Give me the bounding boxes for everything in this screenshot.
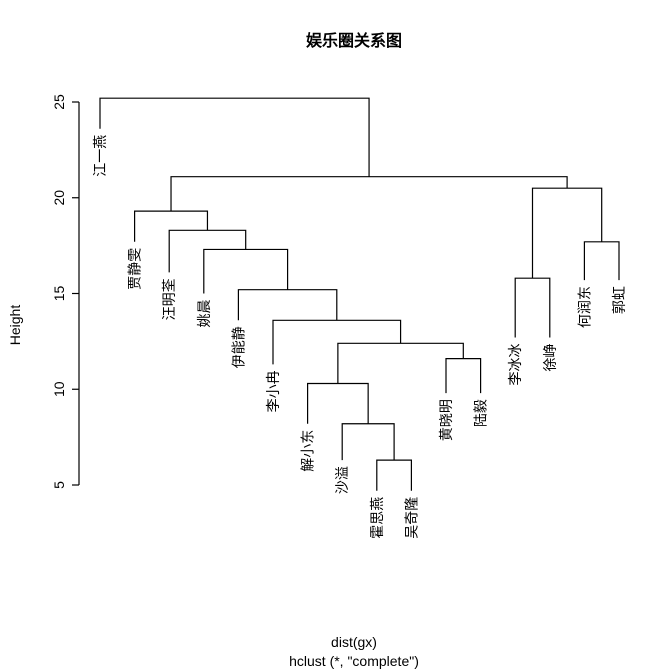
y-tick-label-25: 25 xyxy=(51,94,67,110)
y-tick-label-5: 5 xyxy=(51,481,67,489)
merge-branch-1 xyxy=(341,423,395,461)
leaf-label-2: 汪明荃 xyxy=(161,278,178,320)
merge-branch-0 xyxy=(376,459,412,491)
leaf-label-13: 徐峥 xyxy=(543,344,559,372)
merge-branch-12 xyxy=(531,187,603,279)
dendrogram-branches xyxy=(99,97,620,491)
leaf-label-5: 李小冉 xyxy=(266,370,282,412)
merge-branch-9 xyxy=(134,210,209,242)
y-axis-label: Height xyxy=(7,305,23,346)
merge-branch-11 xyxy=(583,241,620,281)
leaf-label-8: 霍思燕 xyxy=(370,497,386,539)
chart-title: 娱乐圈关系图 xyxy=(306,31,402,50)
leaf-label-0: 江一燕 xyxy=(93,135,109,177)
leaf-label-1: 贾静雯 xyxy=(128,248,144,290)
x-axis-sublabel: hclust (*, "complete") xyxy=(289,653,419,669)
y-tick-label-15: 15 xyxy=(51,286,67,302)
merge-branch-13 xyxy=(170,176,568,212)
merge-branch-8 xyxy=(168,229,247,273)
merge-branch-4 xyxy=(337,342,464,384)
leaf-label-10: 黄晓明 xyxy=(438,399,455,441)
merge-branch-6 xyxy=(237,289,338,321)
merge-branch-7 xyxy=(203,248,289,294)
leaf-label-12: 李冰冰 xyxy=(508,344,524,386)
merge-branch-3 xyxy=(445,358,482,394)
merge-branch-5 xyxy=(272,319,402,365)
leaf-label-9: 吴奇隆 xyxy=(403,497,420,539)
leaf-label-4: 伊能静 xyxy=(231,326,247,368)
merge-branch-2 xyxy=(307,382,369,424)
y-tick-label-20: 20 xyxy=(51,190,67,206)
y-tick-label-10: 10 xyxy=(51,381,67,397)
leaf-label-7: 沙溢 xyxy=(335,466,351,494)
leaf-label-14: 何润东 xyxy=(577,286,593,328)
leaf-label-11: 陆毅 xyxy=(473,399,490,427)
leaf-label-15: 郭虹 xyxy=(611,286,628,314)
y-axis-ticks: 5 10 15 20 25 xyxy=(51,94,79,489)
leaf-label-3: 姚晨 xyxy=(197,300,213,328)
leaf-labels: 江一燕贾静雯汪明荃姚晨伊能静李小冉解小东沙溢霍思燕 吴奇隆 黄晓明 陆毅 李冰冰 徐峥何润… xyxy=(93,135,628,539)
merge-branch-10 xyxy=(514,277,551,338)
x-axis-label: dist(gx) xyxy=(331,634,377,650)
leaf-label-6: 解小东 xyxy=(301,430,317,472)
merge-branch-14 xyxy=(99,97,370,177)
